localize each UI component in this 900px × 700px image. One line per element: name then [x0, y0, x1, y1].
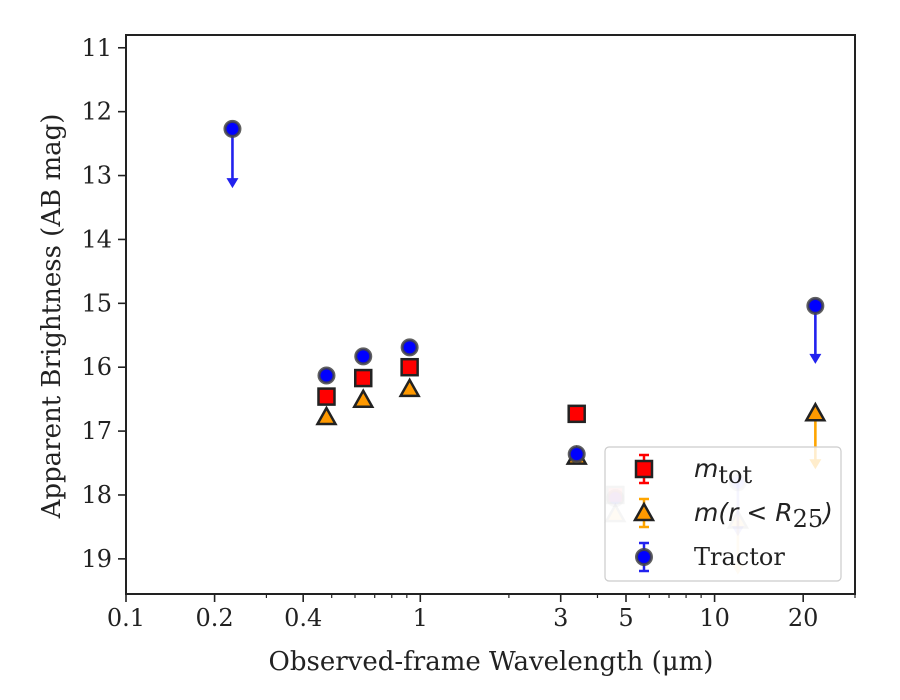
- legend-marker: [632, 501, 656, 522]
- y-tick-label: 15: [81, 289, 112, 317]
- x-axis-label: Observed-frame Wavelength (μm): [269, 647, 714, 677]
- y-tick-label: 19: [81, 545, 112, 573]
- legend-marker: [635, 548, 653, 566]
- legend-entry: mtot: [634, 453, 752, 489]
- data-point: [400, 357, 419, 377]
- data-point: [317, 366, 336, 385]
- legend-marker: [634, 459, 654, 479]
- plot-frame: [125, 34, 856, 595]
- y-tick-label: 13: [81, 162, 112, 190]
- y-tick-label: 12: [81, 98, 112, 126]
- legend-entry: Tractor: [635, 541, 785, 573]
- data-point: [223, 119, 242, 138]
- data-point: [567, 404, 586, 424]
- x-tick-label: 0.1: [107, 604, 145, 632]
- data-point: [354, 368, 373, 388]
- x-tick-label: 0.4: [284, 604, 322, 632]
- data-point: [354, 347, 373, 366]
- y-tick-label: 17: [81, 417, 112, 445]
- y-axis-label: Apparent Brightness (AB mag): [37, 114, 67, 520]
- y-tick-label: 16: [81, 353, 112, 381]
- data-point: [567, 445, 586, 464]
- data-point: [315, 405, 338, 426]
- y-axis: 11 12 13 14 15 16 17 18 19: [81, 34, 126, 573]
- x-tick-label: 0.2: [196, 604, 234, 632]
- plot-area: [125, 34, 856, 595]
- data-point: [806, 296, 825, 315]
- legend-label: Tractor: [694, 543, 785, 571]
- data-point: [400, 338, 419, 357]
- data-point: [804, 401, 827, 422]
- legend-label: m(r < R25): [694, 498, 833, 533]
- y-tick-label: 18: [81, 481, 112, 509]
- x-axis: 0.1 0.2 0.4 1 3 5 10 20: [107, 594, 856, 632]
- x-tick-label: 20: [788, 604, 819, 632]
- x-tick-label: 3: [553, 604, 568, 632]
- x-tick-label: 5: [618, 604, 633, 632]
- data-point: [317, 387, 336, 406]
- x-tick-label: 10: [699, 604, 730, 632]
- legend-entry: m(r < R25): [632, 497, 833, 533]
- data-point: [398, 377, 421, 398]
- series-square: [317, 357, 625, 505]
- data-point: [352, 388, 375, 409]
- arrow-head: [809, 353, 822, 364]
- arrow-head: [226, 178, 239, 189]
- y-tick-label: 11: [81, 34, 112, 62]
- x-tick-label: 1: [413, 604, 428, 632]
- legend-box: [604, 446, 842, 582]
- y-tick-label: 14: [81, 225, 112, 253]
- legend-label: mtot: [694, 454, 752, 489]
- legend: mtot m(r < R25) Tractor: [604, 446, 842, 582]
